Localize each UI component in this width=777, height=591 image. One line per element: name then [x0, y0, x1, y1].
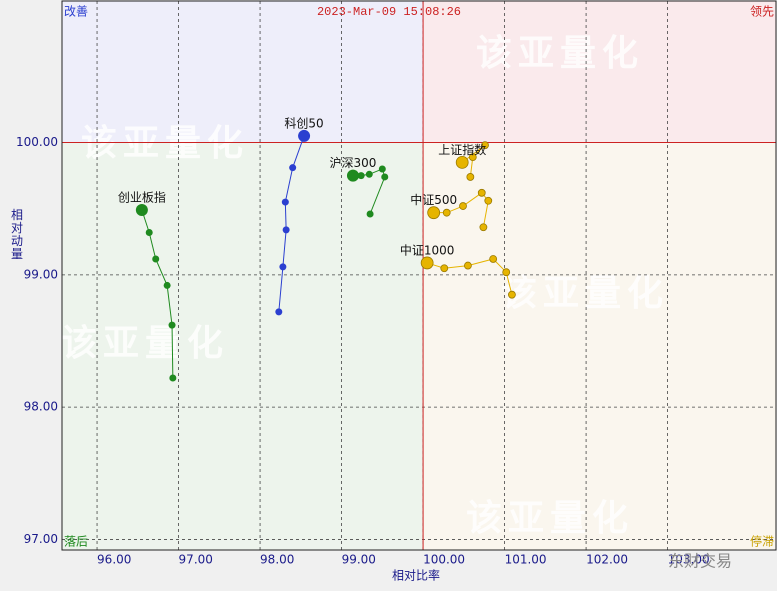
y-tick-label: 100.00 [16, 135, 58, 149]
watermark: 该亚量化 [81, 123, 249, 164]
trail-point [508, 290, 516, 299]
trail-line [278, 135, 305, 312]
quadrant [423, 1, 776, 143]
y-axis-label-char: 动 [11, 234, 23, 248]
trail-point [281, 198, 289, 206]
trail-line [141, 209, 174, 379]
series-label: 中证1000 [400, 242, 455, 257]
series-label: 沪深300 [330, 156, 377, 170]
watermark: 该亚量化 [476, 33, 644, 74]
x-tick-label: 98.00 [260, 553, 294, 567]
x-tick-label: 103.00 [668, 553, 710, 567]
quadrant-label: 领先 [750, 5, 774, 19]
trail-point [282, 226, 290, 234]
y-tick-label: 98.00 [24, 400, 58, 414]
trail-point [381, 173, 389, 181]
x-tick-label: 100.00 [423, 553, 465, 567]
series-label: 科创50 [284, 116, 323, 130]
trail-point [484, 196, 493, 205]
trail-point [289, 164, 297, 172]
x-tick-label: 97.00 [179, 553, 213, 567]
series-label: 创业板指 [118, 190, 166, 205]
trail-point [279, 263, 287, 271]
head-point [346, 169, 359, 182]
x-tick-label: 96.00 [97, 553, 131, 567]
series-label: 中证500 [410, 192, 457, 207]
watermark: 该亚量化 [501, 273, 669, 314]
trail-point [163, 281, 171, 289]
plot-frame [61, 0, 777, 551]
trail-point [365, 170, 373, 178]
trail-point [466, 173, 475, 181]
series-label: 上证指数 [438, 142, 486, 157]
x-axis-label: 相对比率 [392, 568, 440, 583]
y-axis-label-char: 量 [11, 247, 23, 261]
trail-point [468, 153, 477, 162]
x-tick-label: 102.00 [586, 553, 628, 567]
head-point [427, 206, 441, 220]
quadrant-label: 改善 [64, 4, 88, 19]
trail-point [152, 255, 160, 263]
quadrant-label: 落后 [64, 535, 88, 549]
trail-point [481, 141, 489, 150]
trail-point [502, 268, 511, 277]
trail-point [464, 261, 472, 270]
x-tick-label: 99.00 [342, 553, 376, 567]
y-tick-label: 99.00 [24, 267, 58, 281]
y-axis-label-char: 对 [11, 221, 23, 235]
head-point [135, 204, 148, 217]
trail-point [477, 188, 486, 197]
quadrant [423, 142, 776, 551]
trail-point [168, 321, 176, 329]
watermark: 该亚量化 [61, 323, 229, 364]
trail-point [378, 165, 386, 173]
watermark: 该亚量化 [466, 498, 634, 539]
x-tick-label: 101.00 [505, 553, 547, 567]
trail-point [459, 202, 467, 210]
head-point [420, 256, 434, 270]
trail-point [440, 264, 449, 273]
trail-point [357, 172, 365, 180]
trail-point [366, 210, 374, 218]
trail-point [145, 229, 153, 237]
trail-point [169, 374, 177, 382]
trail-point [489, 255, 498, 263]
y-axis-label-char: 相 [11, 208, 23, 222]
trail-point [275, 308, 283, 316]
badge: 东财交易 [668, 552, 732, 571]
trail-point [442, 208, 451, 217]
chart-title: 2023-Mar-09 15:08:26 [317, 5, 461, 19]
head-point [455, 155, 469, 169]
quadrant [62, 142, 424, 551]
quadrant [62, 1, 424, 143]
head-point [298, 129, 311, 142]
trail-point [479, 223, 488, 232]
y-tick-label: 97.00 [24, 532, 58, 546]
y-axis-label: 相对动量 [11, 208, 23, 261]
quadrant-label: 停滞 [750, 534, 774, 549]
